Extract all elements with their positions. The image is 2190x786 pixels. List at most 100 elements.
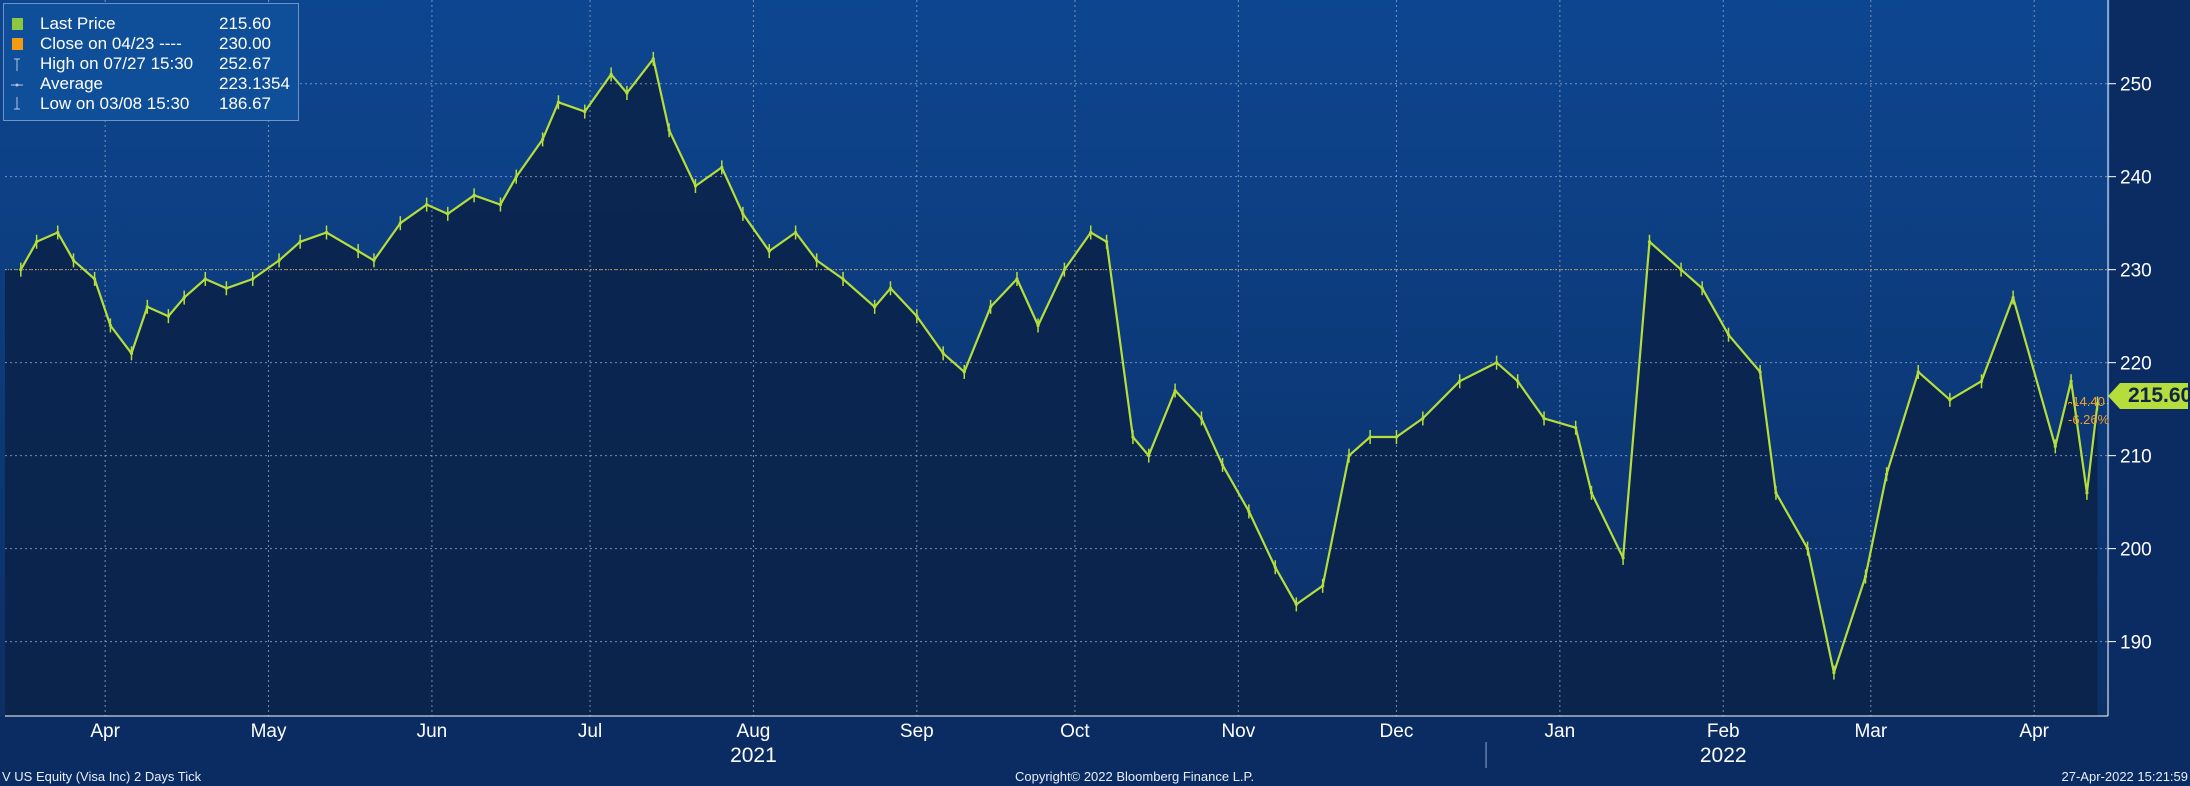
year-label: 2021 xyxy=(730,744,777,767)
price-point xyxy=(1421,416,1425,421)
price-point xyxy=(1647,240,1652,244)
price-point xyxy=(1589,491,1594,495)
price-point xyxy=(372,258,376,262)
x-tick-label: Feb xyxy=(1707,721,1740,742)
price-point xyxy=(2085,491,2089,495)
y-tick-label: 230 xyxy=(2120,261,2152,282)
price-point xyxy=(915,314,919,318)
price-point xyxy=(794,230,798,235)
price-point xyxy=(425,202,429,207)
high-marker-icon xyxy=(14,58,20,71)
price-point xyxy=(888,286,893,290)
legend-label: Low on 03/08 15:30 xyxy=(40,94,190,113)
price-point xyxy=(1679,268,1683,272)
price-point xyxy=(815,258,819,262)
price-point xyxy=(108,323,113,328)
price-point xyxy=(1916,370,1920,374)
legend-value: 230.00 xyxy=(219,34,271,53)
price-point xyxy=(1131,435,1135,439)
y-tick-label: 240 xyxy=(2120,168,2152,189)
price-point xyxy=(1726,333,1731,337)
price-point xyxy=(166,314,170,318)
price-point xyxy=(1199,416,1204,421)
legend-label: High on 07/27 15:30 xyxy=(40,54,194,73)
x-tick-label: Apr xyxy=(90,721,120,742)
x-tick-label: Aug xyxy=(737,721,771,742)
x-tick-label: Oct xyxy=(1060,721,1090,742)
price-point xyxy=(472,193,476,197)
price-point xyxy=(1948,398,1952,402)
x-tick-label: Sep xyxy=(900,721,934,742)
square-green-icon xyxy=(12,18,23,30)
price-point xyxy=(145,305,149,309)
legend-value: 223.1354 xyxy=(219,74,290,93)
price-point xyxy=(182,295,186,300)
price-point xyxy=(556,100,561,104)
low-marker-icon xyxy=(14,97,20,110)
price-point xyxy=(1062,268,1067,272)
price-point xyxy=(277,258,281,262)
x-tick-label: Jan xyxy=(1545,721,1576,742)
footer-copyright: Copyright© 2022 Bloomberg Finance L.P. xyxy=(1015,769,1255,784)
price-point xyxy=(514,175,518,179)
legend-item-close: Close on 04/23 ---- 230.00 xyxy=(4,34,298,54)
price-point xyxy=(651,57,655,61)
price-change-pct: -6.26% xyxy=(2068,412,2110,427)
price-point xyxy=(625,91,629,95)
legend-value: 186.67 xyxy=(219,94,271,113)
price-point xyxy=(1147,454,1151,458)
price-point xyxy=(583,109,587,114)
price-point xyxy=(1220,463,1225,467)
price-point xyxy=(841,277,845,281)
price-point xyxy=(1700,286,1704,290)
price-point xyxy=(1015,277,1019,281)
legend-label: Close on 04/23 ---- xyxy=(40,34,182,53)
price-point xyxy=(541,137,545,142)
price-point xyxy=(1368,435,1372,439)
price-point xyxy=(19,268,23,272)
price-point xyxy=(298,240,302,244)
x-tick-label: Jun xyxy=(417,721,448,742)
price-point xyxy=(962,370,966,374)
average-marker-icon xyxy=(11,83,23,87)
last-price-tag-value: 215.60 xyxy=(2128,384,2190,407)
price-point xyxy=(1273,565,1277,569)
x-tick-label: Nov xyxy=(1221,721,1255,742)
legend-value: 215.60 xyxy=(219,14,271,33)
price-change-abs: -14.40 xyxy=(2068,394,2105,409)
footer-timestamp: 27-Apr-2022 15:21:59 xyxy=(2061,769,2188,784)
footer-ticker: V US Equity (Visa Inc) 2 Days Tick xyxy=(2,769,202,784)
price-point xyxy=(203,277,207,281)
price-point xyxy=(1542,416,1546,421)
price-point xyxy=(1885,472,1889,476)
price-point xyxy=(1863,574,1868,579)
price-point xyxy=(720,165,724,169)
price-point xyxy=(1621,556,1625,560)
price-point xyxy=(398,221,402,225)
price-point xyxy=(93,277,97,281)
x-tick-label: May xyxy=(251,721,287,742)
price-point xyxy=(941,351,945,355)
price-point xyxy=(1294,602,1298,607)
price-point xyxy=(35,240,39,244)
legend-label: Last Price xyxy=(40,14,116,33)
price-point xyxy=(1458,379,1462,383)
price-point xyxy=(324,230,329,235)
x-tick-label: Apr xyxy=(2019,721,2049,742)
chart-legend: Last Price 215.60 Close on 04/23 ---- 23… xyxy=(3,3,299,121)
x-tick-label: Mar xyxy=(1854,721,1887,742)
last-price-tag: 215.60 xyxy=(2108,383,2190,409)
price-point xyxy=(1347,454,1351,458)
price-point xyxy=(1036,323,1040,328)
legend-item-last-price: Last Price 215.60 xyxy=(4,14,298,34)
price-point xyxy=(1574,426,1578,430)
price-point xyxy=(2095,401,2100,406)
price-point xyxy=(129,351,134,355)
price-point xyxy=(1832,670,1836,675)
price-area xyxy=(5,58,2098,716)
price-point xyxy=(446,212,450,216)
price-point xyxy=(1495,361,1499,365)
price-point xyxy=(1758,370,1762,374)
price-point xyxy=(251,277,255,281)
